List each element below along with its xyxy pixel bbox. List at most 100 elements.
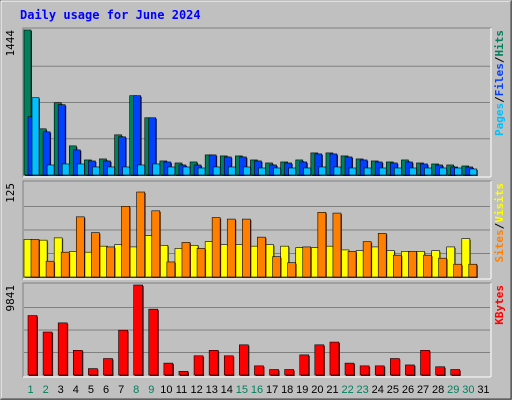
tick-label-day: 12 (190, 384, 202, 396)
bar-files (223, 156, 232, 176)
legend-kbytes: KBytes (493, 285, 506, 325)
bar-kbytes (208, 350, 219, 376)
bar-kbytes (435, 366, 445, 376)
bar-kbytes (163, 362, 174, 376)
bar-files (314, 153, 323, 176)
bar-pages (182, 166, 191, 176)
bar-files (208, 154, 217, 176)
bar-sites (362, 241, 372, 278)
bar-kbytes (254, 365, 264, 376)
bar-sites (393, 254, 402, 278)
bar-pages (409, 167, 417, 176)
tick-label-day: 9 (148, 384, 154, 396)
tick-label-day: 28 (432, 384, 444, 396)
tick-label-day: 22 (341, 384, 353, 396)
bar-sites (438, 257, 447, 278)
bar-kbytes (374, 365, 385, 376)
bar-hits (23, 29, 32, 176)
tick-label-day: 21 (326, 384, 338, 396)
bar-pages (469, 168, 478, 176)
bar-kbytes (193, 355, 204, 376)
bar-pages (348, 167, 357, 176)
tick-label-day: 29 (447, 384, 459, 396)
bar-kbytes (450, 369, 461, 376)
legend-entry: Pages (493, 103, 506, 136)
bar-kbytes (329, 341, 340, 376)
series-pages (31, 97, 478, 176)
bar-pages (107, 166, 115, 176)
bar-kbytes (269, 369, 279, 376)
tick-label-day: 14 (221, 384, 233, 396)
bar-pages (273, 167, 281, 176)
bar-pages (122, 166, 130, 176)
tick-label-day: 20 (311, 384, 323, 396)
bar-files (118, 136, 126, 176)
bar-sites (60, 251, 70, 278)
legend-entry: / (493, 96, 506, 103)
bar-pages (227, 166, 236, 176)
bar-files (239, 156, 247, 176)
y-max-label: 9841 (4, 285, 17, 312)
bar-sites (75, 216, 85, 278)
legend-requests: Pages/Files/Hits (493, 30, 506, 136)
tick-label-day: 5 (88, 384, 94, 396)
bar-sites (242, 218, 251, 278)
bar-kbytes (42, 331, 53, 376)
tick-label-day: 24 (372, 384, 384, 396)
bar-sites (181, 242, 191, 278)
x-axis-labels: 1 2 3 4 5 6 7 8 9 10 11 12 13 14 15 16 17 18 19 20 21 22 23 24 2… (27, 384, 489, 396)
bar-sites (106, 246, 115, 278)
bar-kbytes (88, 368, 98, 376)
legend-entry: Hits (493, 30, 506, 57)
tick-label-day: 3 (58, 384, 64, 396)
series-kbytes (27, 284, 461, 376)
tick-label-day: 31 (477, 384, 489, 396)
bar-kbytes (359, 365, 370, 376)
tick-label-day: 30 (462, 384, 474, 396)
bar-pages (31, 97, 40, 176)
tick-label-day: 18 (281, 384, 293, 396)
bar-pages (76, 163, 85, 176)
bar-visits (461, 238, 471, 278)
legend-entry: Files (493, 63, 506, 96)
bar-sites (151, 210, 161, 278)
bar-sites (257, 236, 266, 278)
tick-label-day: 1 (27, 384, 33, 396)
tick-label-day: 27 (417, 384, 429, 396)
series-sites (30, 191, 478, 278)
bar-kbytes (118, 329, 128, 376)
bar-kbytes (299, 354, 310, 376)
bar-pages (333, 166, 342, 176)
bar-kbytes (405, 364, 415, 376)
bar-kbytes (223, 355, 234, 376)
bar-kbytes (314, 344, 325, 376)
bar-sites (121, 206, 130, 278)
bar-pages (303, 167, 312, 176)
bar-files (344, 156, 353, 176)
tick-label-day: 17 (266, 384, 278, 396)
bar-sites (136, 191, 145, 278)
bar-sites (196, 248, 206, 278)
bar-files (133, 95, 141, 176)
bar-pages (152, 163, 161, 176)
tick-label-day: 26 (402, 384, 414, 396)
legend-entry: / (493, 56, 506, 63)
bar-kbytes (72, 350, 83, 376)
bar-sites (302, 246, 312, 278)
bar-pages (454, 167, 463, 176)
bar-pages (61, 163, 70, 176)
tick-label-day: 7 (118, 384, 124, 396)
bar-kbytes (103, 358, 113, 376)
bar-kbytes (239, 344, 249, 376)
legend-entry: / (493, 222, 506, 229)
tick-label-day: 4 (73, 384, 79, 396)
bar-sites (211, 217, 221, 278)
tick-label-day: 25 (387, 384, 399, 396)
bar-pages (288, 167, 296, 176)
bar-pages (394, 167, 402, 176)
bar-sites (272, 256, 281, 278)
bar-kbytes (57, 322, 68, 376)
bar-pages (212, 166, 221, 176)
